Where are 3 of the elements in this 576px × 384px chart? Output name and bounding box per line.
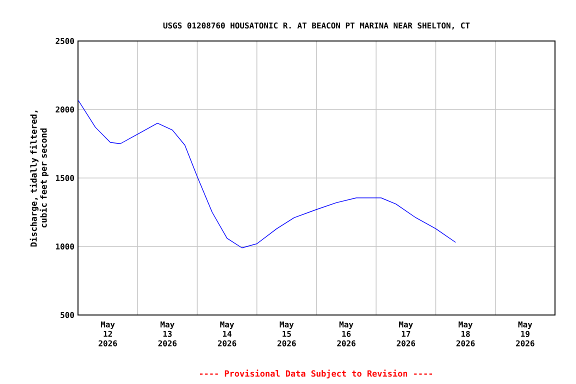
text: ---- Provisional Data Subject to Revision ----: [200, 370, 432, 378]
line-series: [78, 100, 456, 248]
y-axis-title: Discharge, tidally filtered, cubic feet per second: [30, 110, 48, 247]
